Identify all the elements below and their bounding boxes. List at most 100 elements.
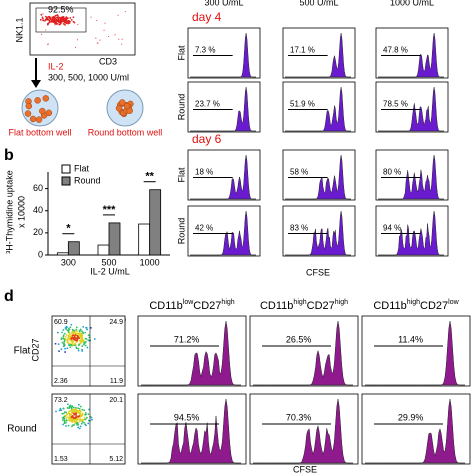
dot: [73, 339, 76, 341]
column-header: 1000 U/mL: [390, 0, 434, 7]
scatter-frame: [29, 2, 136, 56]
dot: [114, 34, 116, 36]
dot: [76, 334, 79, 337]
histogram: [285, 86, 351, 132]
dot: [65, 18, 68, 21]
dot: [64, 347, 66, 350]
dot: [64, 23, 66, 26]
histogram: [365, 398, 465, 464]
dot: [59, 407, 62, 410]
dot: [74, 406, 77, 409]
significance: *: [66, 223, 71, 235]
dot: [73, 417, 76, 420]
dot: [59, 16, 61, 19]
header-part: CD11b: [260, 300, 293, 312]
dot: [85, 326, 87, 329]
dot: [62, 423, 64, 426]
well-label: Flat bottom well: [8, 127, 71, 137]
dot: [65, 425, 67, 427]
dot: [90, 416, 93, 419]
cell: [35, 116, 43, 123]
dot: [77, 418, 80, 421]
dot: [67, 416, 70, 419]
dot: [82, 325, 85, 328]
header-part: low: [448, 299, 459, 306]
dot: [77, 23, 79, 26]
dot: [45, 17, 48, 19]
dot: [77, 403, 80, 406]
dot: [60, 348, 63, 351]
dot: [66, 347, 69, 350]
row-label: Flat: [176, 45, 186, 61]
dot: [75, 412, 77, 415]
dot: [48, 15, 51, 18]
dot: [69, 346, 72, 349]
x-axis-title: IL-2 U/mL: [90, 266, 130, 276]
histogram: [378, 210, 444, 256]
dot: [74, 334, 77, 336]
dot: [71, 334, 74, 337]
dot: [56, 14, 58, 16]
row-label: Round: [176, 94, 186, 121]
panel-d: CD11blowCD27high CD11bhighCD27high CD11bhi…: [7, 299, 471, 465]
cell: [118, 99, 126, 106]
dot: [62, 335, 65, 338]
histogram: [285, 154, 351, 200]
dot: [70, 18, 73, 21]
dot: [85, 416, 88, 419]
day-label: day 6: [192, 132, 222, 146]
quadrant-value: 20.1: [109, 397, 123, 404]
x-axis-label: CFSE: [306, 267, 330, 277]
dot: [68, 328, 71, 331]
dot: [71, 331, 74, 333]
histogram: [378, 154, 444, 200]
cell: [25, 102, 33, 110]
dot: [65, 411, 68, 414]
dot: [63, 417, 66, 420]
dot: [75, 326, 78, 329]
dot: [79, 425, 82, 428]
dot: [78, 408, 81, 410]
header-part: high: [335, 299, 348, 306]
dot: [72, 16, 75, 19]
dot: [117, 14, 119, 16]
dot: [79, 413, 82, 415]
dot: [80, 341, 83, 344]
dot: [54, 23, 57, 26]
dot: [57, 20, 60, 22]
dot: [62, 407, 65, 410]
dot: [83, 409, 86, 412]
dot: [97, 42, 99, 44]
dot: [82, 340, 85, 342]
dot: [79, 418, 82, 420]
gate-percent: 26.5%: [286, 334, 312, 344]
dot: [71, 340, 74, 342]
dot: [78, 412, 81, 415]
dot: [80, 415, 83, 418]
dot: [53, 20, 56, 23]
dot: [61, 419, 64, 422]
dot: [78, 427, 81, 430]
y-axis-title: ³H-Thymidine uptake: [4, 170, 14, 254]
histogram-grid: 300 U/mL 500 U/mL 1000 U/mL day 4 Flat 7.3 % 1…: [176, 0, 449, 277]
treatment: IL-2: [48, 61, 64, 71]
dot: [80, 422, 83, 425]
dot: [65, 20, 68, 23]
dot: [65, 334, 68, 336]
dot: [67, 403, 69, 406]
dot: [74, 342, 76, 345]
gate-percent: 23.7 %: [195, 100, 220, 109]
day-label: day 4: [192, 10, 222, 24]
dot: [81, 345, 84, 348]
dot: [73, 331, 76, 334]
dot: [60, 17, 63, 20]
dot: [83, 343, 85, 346]
significance: ***: [103, 204, 117, 216]
panel-label: d: [4, 288, 14, 305]
dot: [65, 22, 68, 24]
histogram: [190, 86, 256, 132]
histogram: [141, 398, 241, 464]
dot: [61, 331, 63, 334]
dot: [66, 17, 69, 20]
dot: [86, 328, 88, 331]
